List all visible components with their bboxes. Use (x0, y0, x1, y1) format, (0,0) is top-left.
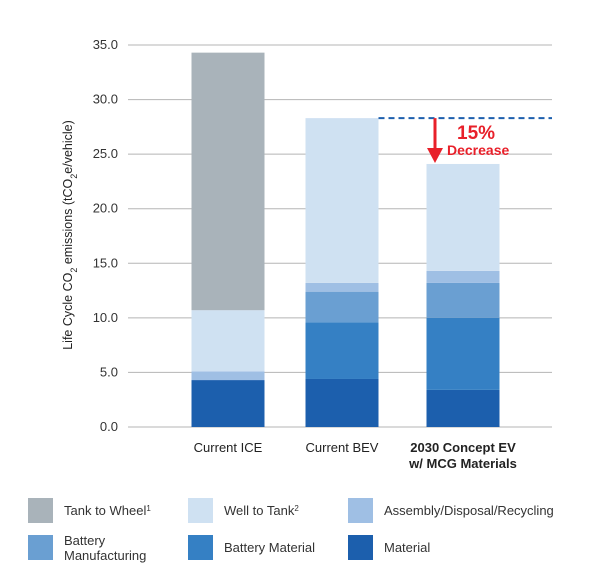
legend: Tank to Wheel1 Well to Tank2 Assembly/Disp… (28, 498, 554, 563)
category-label: Current BEV (306, 440, 379, 455)
bar-segment-battery-material (305, 322, 379, 379)
bar-segment-assembly-disposal-recycling (305, 282, 379, 292)
legend-label: Tank to Wheel1 (64, 503, 151, 518)
y-axis-label: Life Cycle CO2 emissions (tCO2e/vehicle) (61, 120, 79, 350)
decrease-word-label: Decrease (447, 142, 509, 158)
bar-segment-material (426, 389, 500, 427)
bar-segment-tank-to-wheel (191, 52, 265, 311)
y-tick-label: 35.0 (93, 37, 118, 52)
decrease-arrow-head (427, 147, 443, 163)
legend-swatch (188, 498, 213, 523)
bar-segment-assembly-disposal-recycling (426, 270, 500, 283)
category-label: w/ MCG Materials (408, 456, 517, 471)
category-label: Current ICE (194, 440, 263, 455)
legend-swatch (28, 535, 53, 560)
legend-label: Battery (64, 533, 106, 548)
y-tick-label: 10.0 (93, 310, 118, 325)
legend-swatch (28, 498, 53, 523)
decrease-percent-label: 15% (457, 123, 495, 144)
category-labels: Current ICE Current BEV 2030 Concept EVw/ … (194, 440, 517, 471)
bar-segment-battery-manufacturing (426, 282, 500, 318)
y-tick-label: 20.0 (93, 201, 118, 216)
bar-segment-material (305, 378, 379, 427)
y-tick-label: 25.0 (93, 146, 118, 161)
legend-label-line2: Manufacturing (64, 548, 146, 563)
bar-segment-well-to-tank (426, 163, 500, 271)
legend-label: Battery Material (224, 540, 315, 555)
y-axis-ticks: 0.0 5.0 10.0 15.0 20.0 25.0 30.0 35.0 (93, 37, 118, 434)
y-tick-label: 30.0 (93, 92, 118, 107)
bar-segment-assembly-disposal-recycling (191, 371, 265, 381)
category-label: 2030 Concept EV (410, 440, 516, 455)
legend-label: Well to Tank2 (224, 503, 299, 518)
legend-label: Assembly/Disposal/Recycling (384, 503, 554, 518)
legend-swatch (348, 535, 373, 560)
decrease-annotation: 15% Decrease (378, 117, 552, 163)
legend-swatch (348, 498, 373, 523)
legend-label: Material (384, 540, 430, 555)
bars (191, 52, 500, 427)
bar-segment-well-to-tank (305, 118, 379, 283)
y-tick-label: 5.0 (100, 364, 118, 379)
bar-segment-battery-material (426, 317, 500, 390)
y-tick-label: 0.0 (100, 419, 118, 434)
legend-swatch (188, 535, 213, 560)
bar-segment-material (191, 380, 265, 427)
bar-segment-well-to-tank (191, 310, 265, 372)
bar-segment-battery-manufacturing (305, 291, 379, 323)
y-tick-label: 15.0 (93, 255, 118, 270)
